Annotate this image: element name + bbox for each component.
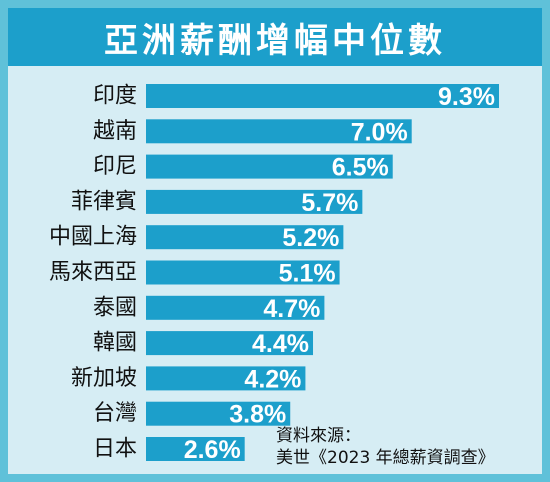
value-label: 5.7% bbox=[301, 189, 358, 217]
source-text: 美世《2023 年總薪資調查》 bbox=[276, 448, 495, 468]
value-label: 9.3% bbox=[438, 83, 495, 111]
bar bbox=[146, 295, 325, 320]
chart-title: 亞洲薪酬增幅中位數 bbox=[104, 20, 446, 61]
category-label: 泰國 bbox=[93, 295, 137, 320]
value-label: 6.5% bbox=[332, 154, 389, 182]
value-label: 5.1% bbox=[279, 260, 336, 288]
bar bbox=[146, 84, 499, 108]
chart-title-bar: 亞洲薪酬增幅中位數 bbox=[8, 8, 542, 66]
category-label: 韓國 bbox=[93, 331, 137, 356]
category-label: 新加坡 bbox=[71, 366, 137, 391]
bar bbox=[146, 437, 245, 461]
value-label: 4.2% bbox=[244, 365, 301, 393]
source-label: 資料來源： bbox=[276, 426, 361, 446]
category-label: 菲律賓 bbox=[71, 189, 137, 214]
bar bbox=[146, 225, 344, 250]
source-note: 資料來源： 美世《2023 年總薪資調查》 bbox=[276, 425, 495, 469]
category-label: 日本 bbox=[93, 437, 137, 462]
value-label: 5.2% bbox=[282, 224, 339, 252]
category-label: 越南 bbox=[93, 119, 137, 144]
bar bbox=[146, 331, 314, 356]
category-label: 馬來西亞 bbox=[49, 260, 137, 285]
bar bbox=[146, 154, 393, 179]
value-label: 4.7% bbox=[263, 295, 320, 323]
bar bbox=[146, 189, 363, 214]
value-label: 2.6% bbox=[184, 436, 241, 464]
value-label: 4.4% bbox=[252, 330, 309, 358]
bar-chart: 印度 9.3% 越南 7.0% 印尼 6.5% 菲律賓 5.7% 中國上海 5.2% 馬來西亞 5.1… bbox=[49, 83, 499, 464]
value-label: 3.8% bbox=[229, 401, 286, 429]
bar bbox=[146, 119, 412, 144]
value-label: 7.0% bbox=[351, 118, 408, 146]
category-label: 印尼 bbox=[93, 154, 137, 179]
bar bbox=[146, 401, 291, 426]
bar bbox=[146, 366, 306, 391]
category-label: 台灣 bbox=[93, 401, 137, 426]
bar bbox=[146, 260, 340, 285]
category-label: 印度 bbox=[93, 84, 137, 109]
category-label: 中國上海 bbox=[49, 225, 137, 250]
